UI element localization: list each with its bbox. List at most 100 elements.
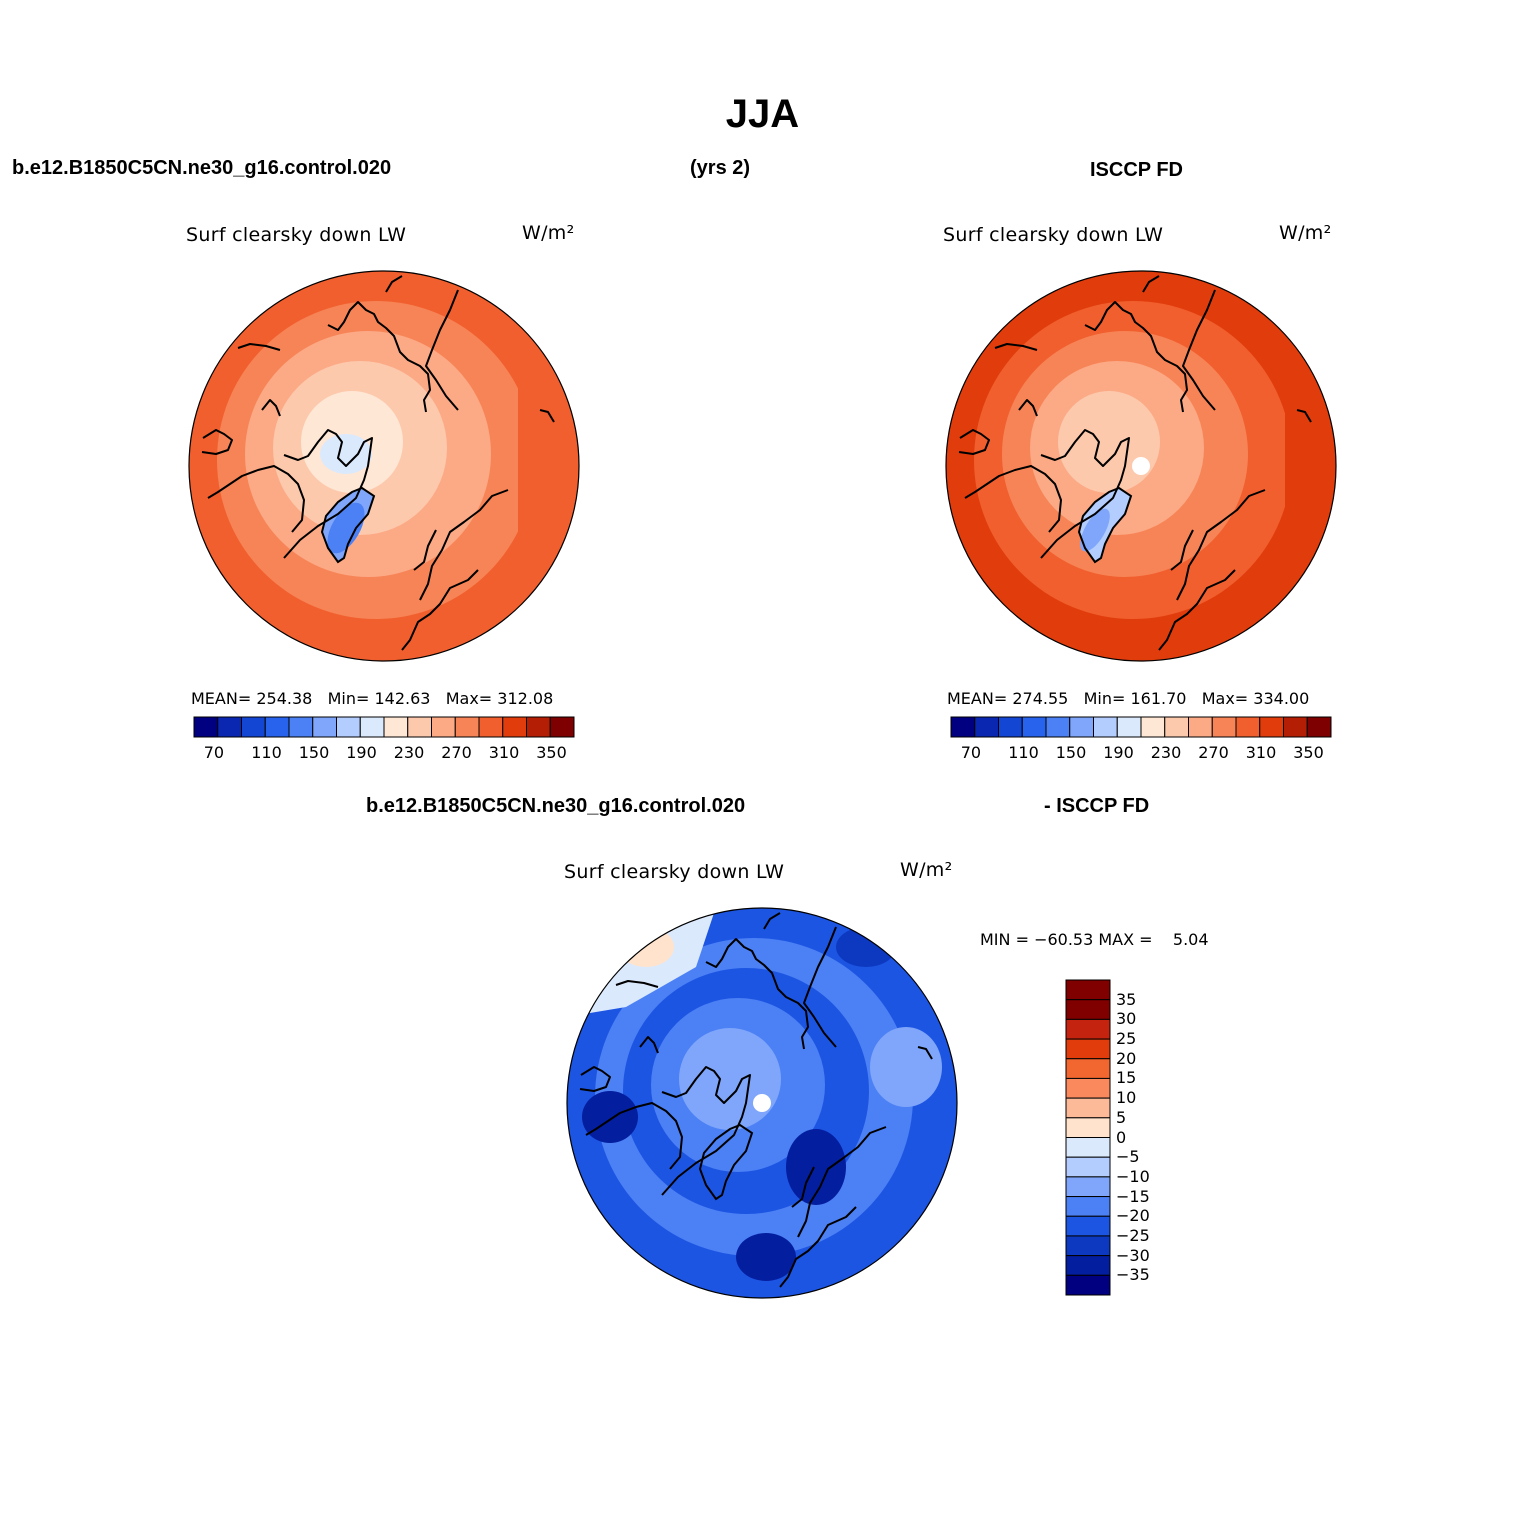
panel2-min-label: Min= (1083, 689, 1126, 708)
colorbar-swatch (1306, 716, 1332, 738)
ne-negative-field (836, 927, 896, 967)
colorbar-swatch (1065, 1058, 1111, 1079)
siberia-negative-field (786, 1129, 846, 1205)
colorbar-tick-label: 70 (203, 743, 225, 762)
colorbar-tick-label: 20 (1116, 1048, 1137, 1068)
coastline (539, 409, 555, 423)
panel2-max-label: Max= (1201, 689, 1249, 708)
map-contour-band (679, 1028, 781, 1130)
colorbar-swatch (1065, 1274, 1111, 1296)
panel2-mean-label: MEAN= (947, 689, 1008, 708)
colorbar-tick-label: −35 (1116, 1265, 1150, 1285)
colorbar-swatch (549, 716, 575, 738)
east-light-field (870, 1027, 942, 1107)
panel2-variable-label: Surf clearsky down LW (943, 224, 1164, 246)
colorbar-tick-label: −25 (1116, 1225, 1150, 1245)
colorbar-tick-label: −30 (1116, 1245, 1150, 1265)
coastline (283, 429, 373, 559)
canada-negative-field (582, 1091, 638, 1143)
coastline (385, 275, 403, 293)
colorbar-tick-label: 30 (1116, 1009, 1137, 1029)
coastline (585, 1102, 683, 1170)
colorbar-swatch (1065, 1176, 1111, 1198)
colorbar-swatch (1069, 716, 1094, 738)
colorbar-swatch (359, 716, 385, 738)
colorbar-tick-label: 230 (1150, 743, 1182, 762)
coastline (201, 429, 233, 455)
obs-name-label: ISCCP FD (1090, 159, 1183, 181)
coastline (964, 465, 1062, 533)
colorbar-swatch (336, 716, 361, 738)
panel1-stats: MEAN= 254.38 Min= 142.63 Max= 312.08 (191, 689, 553, 708)
colorbar-swatch (1065, 1235, 1111, 1257)
colorbar-swatch (1065, 1117, 1111, 1138)
colorbar-swatch (1065, 1215, 1111, 1237)
coastline (958, 429, 990, 455)
colorbar-swatch (431, 716, 456, 738)
panel1-colorbar (193, 716, 575, 738)
coastline (1296, 409, 1312, 423)
greenland-coastline (1077, 486, 1133, 564)
colorbar-swatch (1045, 716, 1071, 738)
colorbar-tick-label: 15 (1116, 1068, 1137, 1088)
colorbar-swatch (1065, 1077, 1111, 1099)
coastline (1182, 289, 1216, 411)
colorbar-tick-label: 310 (488, 743, 520, 762)
colorbar-tick-label: 70 (960, 743, 982, 762)
panel2-stats: MEAN= 274.55 Min= 161.70 Max= 334.00 (947, 689, 1309, 708)
colorbar-tick-label: 350 (1293, 743, 1324, 762)
colorbar-swatch (454, 716, 480, 738)
colorbar-swatch (1065, 999, 1111, 1020)
figure-title: JJA (725, 92, 800, 136)
coastline (917, 1046, 933, 1060)
colorbar-swatch (217, 716, 242, 738)
coastline (237, 343, 281, 351)
panel1-mean-label: MEAN= (191, 689, 252, 708)
colorbar-swatch (1065, 979, 1111, 1001)
colorbar-tick-label: 270 (441, 743, 472, 762)
colorbar-tick-label: 0 (1116, 1127, 1127, 1147)
panel3-variable-label: Surf clearsky down LW (564, 861, 785, 883)
panel1-units-label: W/m² (522, 222, 575, 244)
greenland-core-field (1080, 508, 1110, 552)
coastline (639, 1036, 659, 1054)
colorbar-swatch (383, 716, 409, 738)
colorbar-swatch (1211, 716, 1237, 738)
coastline (705, 938, 809, 1050)
panel1-mean-value: 254.38 (256, 689, 313, 708)
europe-negative-field (736, 1233, 796, 1281)
colorbar-swatch (950, 716, 976, 738)
panel2-units-label: W/m² (1279, 222, 1332, 244)
colorbar-tick-label: −10 (1116, 1166, 1150, 1186)
diff-case-name-label: b.e12.B1850C5CN.ne30_g16.control.020 (366, 795, 746, 817)
coastline (791, 1166, 815, 1208)
colorbar-swatch (264, 716, 290, 738)
colorbar-swatch (1259, 716, 1284, 738)
colorbar-swatch (1021, 716, 1047, 738)
colorbar-swatch (1164, 716, 1189, 738)
coastline (1170, 529, 1194, 571)
colorbar-swatch (1065, 1038, 1111, 1060)
colorbar-swatch (193, 716, 219, 738)
greenland-coastline (698, 1123, 754, 1201)
eastern-warm-field (518, 330, 579, 610)
coastline (327, 301, 431, 413)
colorbar-swatch (407, 716, 432, 738)
panel2-max-value: 334.00 (1253, 689, 1310, 708)
panel3-minmax-label: MIN = −60.53 MAX = 5.04 (980, 930, 1209, 949)
years-label: (yrs 2) (690, 157, 751, 179)
panel1-polar-map (188, 270, 580, 662)
map-boundary-circle (566, 907, 958, 1299)
coastline (579, 1066, 611, 1092)
colorbar-tick-label: 25 (1116, 1029, 1137, 1049)
colorbar-swatch (478, 716, 504, 738)
colorbar-swatch (288, 716, 314, 738)
map-boundary-circle (945, 270, 1337, 662)
colorbar-tick-label: −15 (1116, 1186, 1150, 1206)
panel1-min-value: 142.63 (374, 689, 431, 708)
panel3-units-label: W/m² (900, 859, 953, 881)
panel2-colorbar (950, 716, 1332, 738)
coastline (615, 980, 659, 988)
colorbar-swatch (1235, 716, 1261, 738)
colorbar-tick-label: −20 (1116, 1206, 1150, 1226)
